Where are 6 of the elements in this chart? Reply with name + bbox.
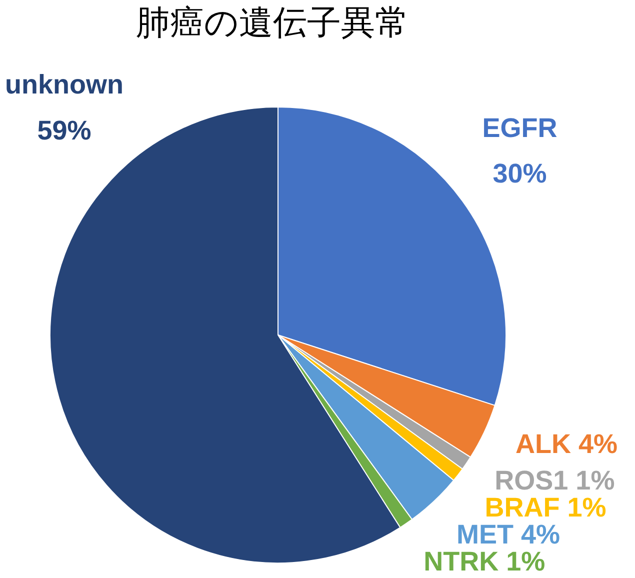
slice-label: ALK 4% bbox=[515, 429, 618, 460]
slice-label: unknown bbox=[4, 70, 124, 100]
data-label: 59% bbox=[37, 116, 92, 146]
data-label: 30% bbox=[492, 158, 547, 189]
chart-title: 肺癌の遺伝子異常 bbox=[135, 2, 410, 45]
slice-label: EGFR bbox=[482, 112, 558, 143]
